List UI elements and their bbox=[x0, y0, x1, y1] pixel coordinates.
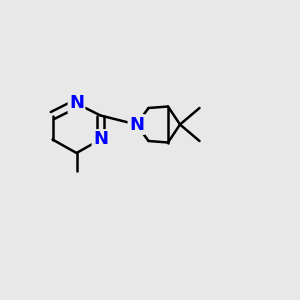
Text: N: N bbox=[93, 130, 108, 148]
Text: N: N bbox=[129, 116, 144, 134]
Text: N: N bbox=[69, 94, 84, 112]
